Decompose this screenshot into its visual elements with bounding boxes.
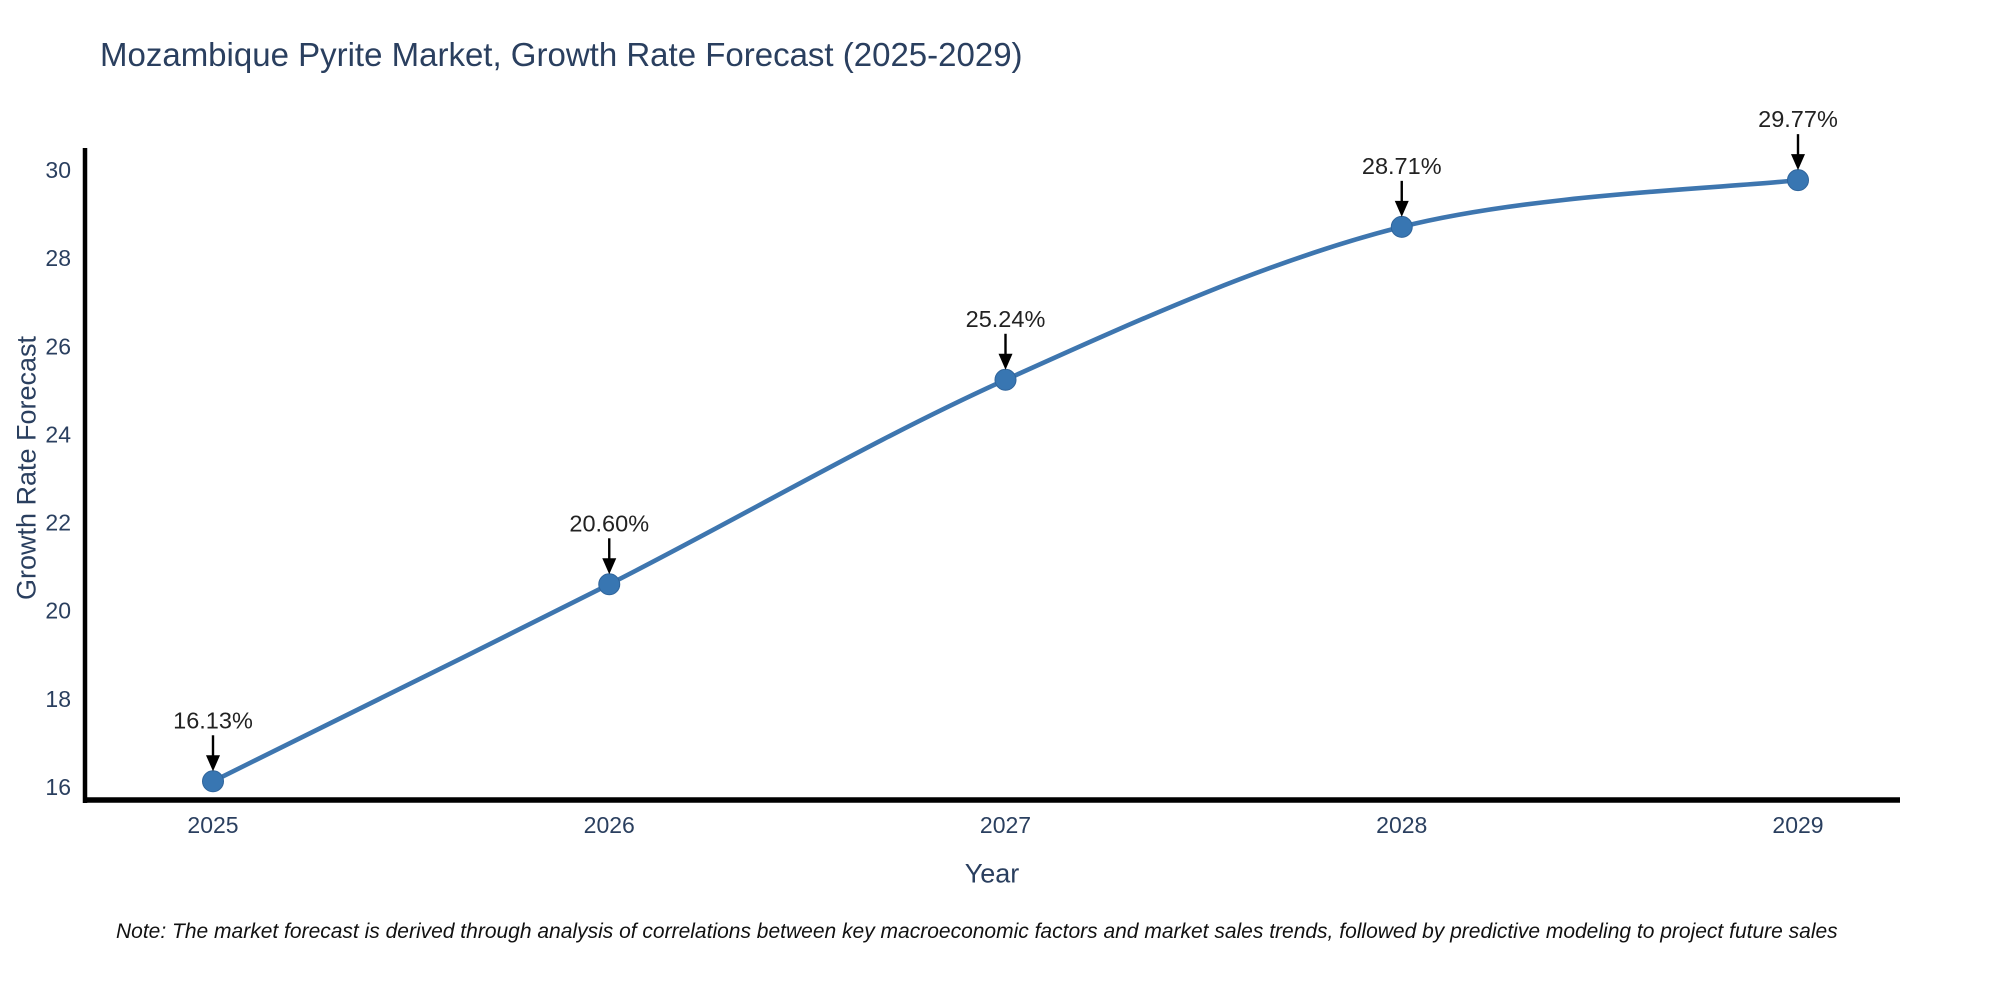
data-point-label: 25.24% bbox=[966, 306, 1046, 332]
x-tick-label: 2025 bbox=[187, 812, 238, 838]
y-tick-label: 16 bbox=[45, 774, 71, 800]
x-axis-title: Year bbox=[964, 858, 1020, 889]
x-tick-label: 2029 bbox=[1772, 812, 1823, 838]
data-point-marker bbox=[1787, 169, 1809, 192]
chart-title: Mozambique Pyrite Market, Growth Rate Fo… bbox=[100, 36, 1023, 73]
y-tick-label: 18 bbox=[45, 686, 71, 712]
data-point-label: 28.71% bbox=[1362, 153, 1442, 179]
y-tick-label: 24 bbox=[45, 421, 71, 447]
data-point-label: 29.77% bbox=[1758, 106, 1838, 132]
data-point-marker bbox=[1390, 215, 1413, 238]
annotation-arrowhead bbox=[206, 755, 220, 772]
forecast-line bbox=[210, 177, 1801, 784]
annotation-arrowhead bbox=[1394, 200, 1409, 217]
y-tick-label: 28 bbox=[45, 245, 71, 271]
data-point-label: 20.60% bbox=[569, 510, 649, 536]
x-tick-label: 2027 bbox=[980, 812, 1031, 838]
y-axis-title: Growth Rate Forecast bbox=[11, 335, 42, 601]
y-tick-label: 26 bbox=[45, 333, 71, 359]
annotation-arrowhead bbox=[1791, 154, 1805, 171]
annotation-arrowhead bbox=[998, 353, 1013, 370]
data-point-marker bbox=[598, 573, 621, 596]
x-tick-label: 2026 bbox=[584, 812, 635, 838]
footnote: Note: The market forecast is derived thr… bbox=[116, 920, 1838, 943]
y-tick-label: 20 bbox=[45, 598, 71, 624]
y-tick-label: 22 bbox=[45, 510, 71, 536]
data-point-marker bbox=[202, 770, 224, 793]
data-point-marker bbox=[994, 368, 1017, 391]
y-tick-label: 30 bbox=[45, 157, 71, 183]
data-point-label: 16.13% bbox=[173, 707, 253, 733]
annotation-arrowhead bbox=[602, 558, 617, 575]
x-tick-label: 2028 bbox=[1376, 812, 1427, 838]
